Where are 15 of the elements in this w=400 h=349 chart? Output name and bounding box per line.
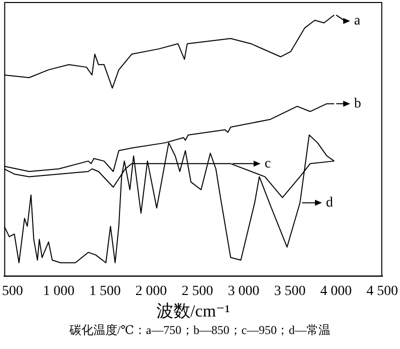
legend-label: c: [264, 156, 271, 172]
x-tick-label: 2 000: [135, 284, 167, 299]
legend-label: d: [326, 195, 333, 210]
legend-label: a: [354, 14, 362, 29]
x-tick-label: 3 000: [228, 284, 260, 299]
x-tick-label: 4 500: [366, 284, 398, 299]
x-tick-label: 500: [2, 284, 24, 299]
text: 碳化温度/℃：a—750；b—850；c—950；d—常温: [68, 322, 332, 338]
x-tick-label: 4 000: [320, 284, 352, 299]
x-tick-label: 2 500: [182, 284, 214, 299]
legend-label: b: [354, 96, 362, 112]
x-tick-label: 3 500: [274, 284, 306, 299]
x-axis-title: 波数/cm⁻¹: [156, 301, 230, 320]
x-tick-label: 1 500: [89, 284, 121, 299]
x-tick-label: 1 000: [42, 284, 74, 299]
